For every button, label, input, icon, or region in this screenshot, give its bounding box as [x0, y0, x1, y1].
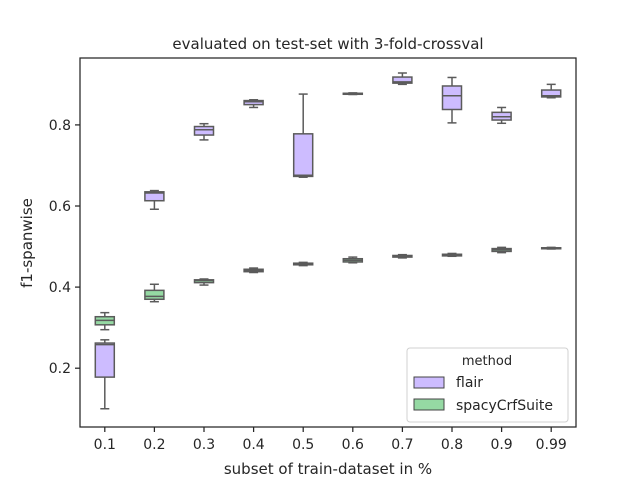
box-spacycrfsuite-0.5 [292, 261, 314, 267]
box-spacycrfsuite-0.99 [540, 246, 562, 250]
box-iqr [392, 76, 413, 84]
x-tick-label: 0.4 [242, 437, 264, 453]
box-flair-0.8 [441, 76, 463, 124]
box-flair-0.1 [94, 339, 116, 410]
box-spacycrfsuite-0.7 [392, 253, 413, 259]
legend-label-spacycrfsuite: spacyCrfSuite [456, 398, 553, 414]
plot-frame [79, 57, 577, 428]
box-spacycrfsuite-0.3 [193, 278, 215, 286]
x-tick-label: 0.9 [490, 437, 512, 453]
x-tick-label: 0.2 [143, 437, 165, 453]
box-spacycrfsuite-0.9 [491, 246, 512, 254]
x-axis: 0.1 0.2 0.3 0.4 0.5 0.6 0.7 0.8 0.9 0.99 [94, 427, 567, 453]
box-iqr [193, 125, 215, 136]
x-tick-label: 0.1 [94, 437, 116, 453]
box-flair-0.9 [491, 106, 512, 125]
x-tick-label: 0.3 [193, 437, 215, 453]
y-axis-label: f1-spanwise [18, 198, 36, 288]
box-spacycrfsuite-0.2 [144, 283, 165, 303]
chart-title: evaluated on test-set with 3-fold-crossv… [172, 35, 483, 53]
box-flair-0.2 [144, 189, 165, 210]
box-flair-0.4 [243, 99, 264, 109]
box-flair-0.6 [342, 92, 364, 96]
box-spacycrfsuite-0.1 [94, 311, 116, 331]
legend-frame [406, 347, 569, 423]
x-tick-label: 0.7 [391, 437, 413, 453]
y-tick-label: 0.4 [49, 280, 71, 296]
box-iqr [441, 85, 463, 111]
box-flair-0.99 [540, 83, 562, 99]
x-tick-label: 0.5 [292, 437, 314, 453]
x-tick-label: 0.8 [441, 437, 463, 453]
y-tick-label: 0.2 [49, 361, 71, 377]
legend-swatch-flair [413, 376, 445, 389]
y-tick-label: 0.8 [49, 118, 71, 134]
box-iqr [243, 99, 264, 106]
y-tick-label: 0.6 [49, 199, 71, 215]
x-tick-label: 0.99 [536, 437, 567, 453]
x-axis-label: subset of train-dataset in % [224, 460, 432, 478]
legend-label-flair: flair [456, 375, 483, 391]
x-tick-label: 0.6 [342, 437, 364, 453]
box-spacycrfsuite-0.4 [243, 267, 264, 274]
box-flair-0.3 [193, 122, 215, 141]
legend-swatch-spacycrfsuite [413, 398, 445, 411]
box-iqr [292, 133, 314, 178]
legend-title: method [462, 354, 512, 369]
plot-marks [94, 72, 562, 410]
legend: method flair spacyCrfSuite [406, 347, 569, 423]
box-spacycrfsuite-0.6 [342, 256, 364, 264]
box-iqr [540, 89, 562, 98]
y-axis: 0.2 0.4 0.6 0.8 [49, 118, 80, 377]
box-flair-0.5 [292, 93, 314, 178]
box-flair-0.7 [392, 72, 413, 86]
box-iqr [144, 191, 165, 202]
box-spacycrfsuite-0.8 [441, 252, 463, 258]
box-iqr [144, 289, 165, 301]
box-iqr [94, 342, 116, 378]
